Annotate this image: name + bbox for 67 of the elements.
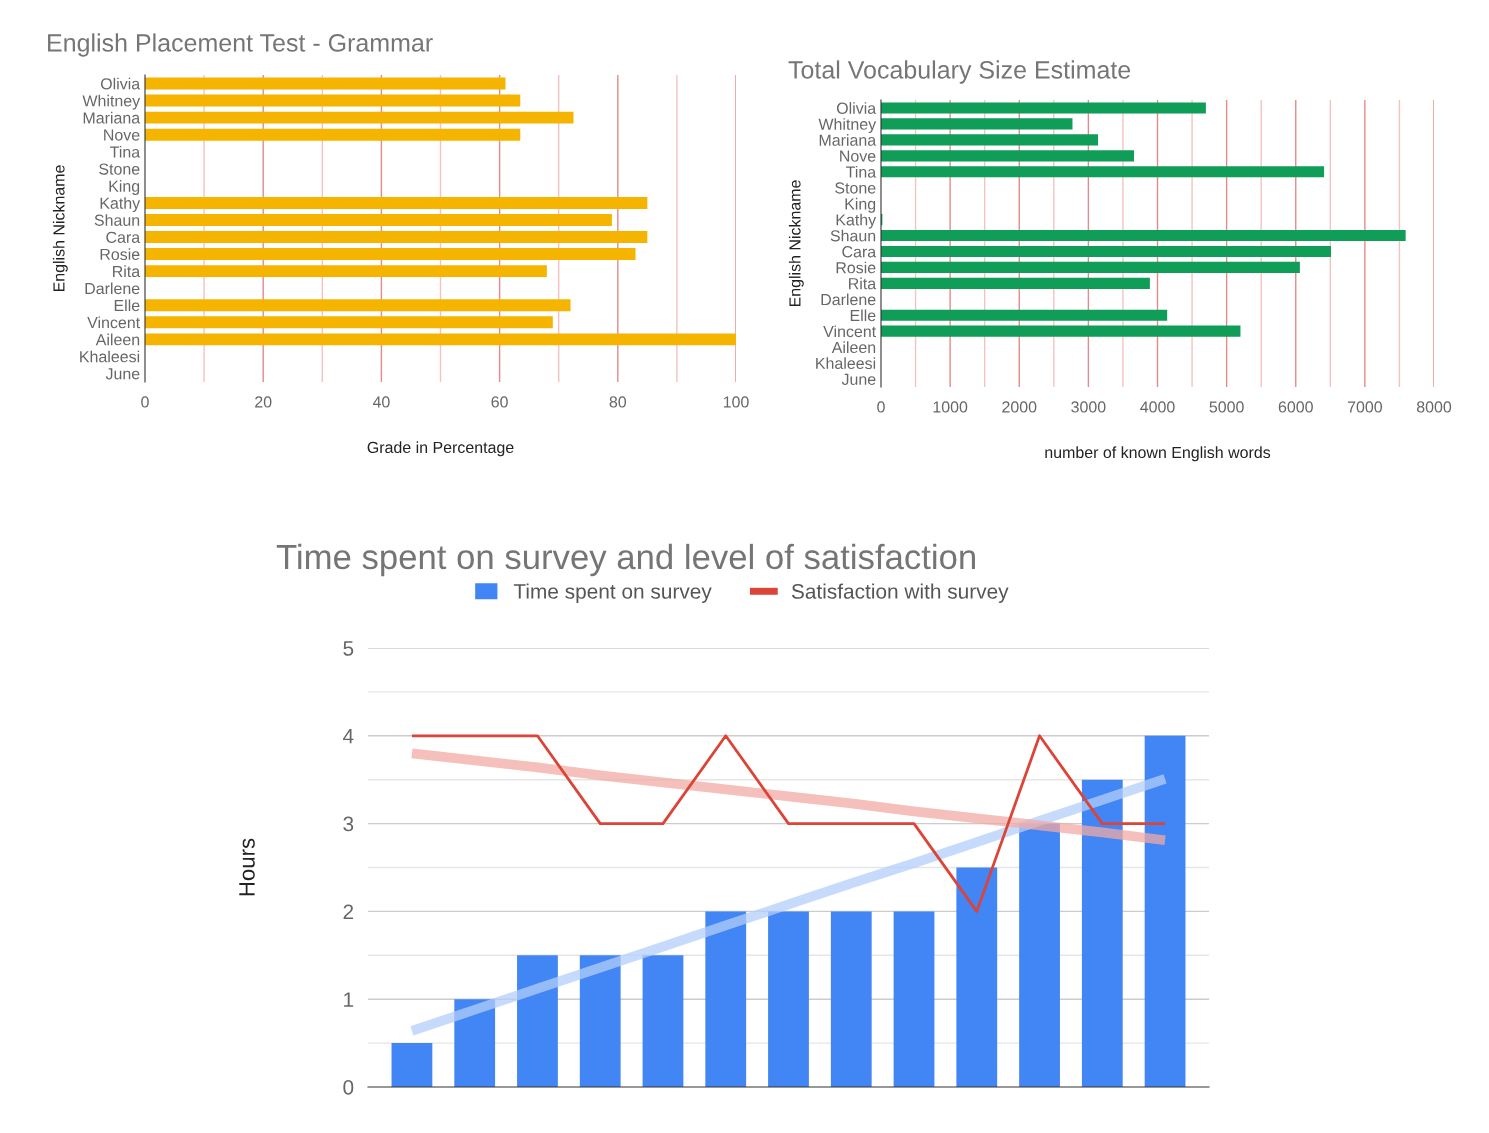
x-tick-label: 6000 <box>1278 401 1313 413</box>
x-tick-label: 60 <box>491 396 508 408</box>
chart-title: Total Vocabulary Size Estimate <box>788 60 1131 84</box>
y-axis-title: English Nickname <box>52 165 68 292</box>
y-tick-label: Rosie <box>100 248 140 261</box>
legend-label: Satisfaction with survey <box>791 583 1009 603</box>
x-tick-label: 80 <box>609 396 627 408</box>
y-tick-label: 1 <box>344 992 354 1007</box>
y-tick-label: Khaleesi <box>816 357 876 370</box>
x-axis-title: number of known English words <box>1045 446 1271 462</box>
y-tick-label: Vincent <box>87 316 141 329</box>
x-tick-label: 8000 <box>1416 401 1452 413</box>
y-tick-label: Darlene <box>821 293 876 306</box>
y-tick-label: 3 <box>343 816 354 832</box>
x-tick-label: 4000 <box>1140 401 1175 413</box>
y-tick-label: Tina <box>846 165 877 178</box>
y-axis-title: Hours <box>239 838 255 896</box>
legend-label: Time spent on survey <box>513 583 712 603</box>
y-tick-label: June <box>105 368 140 380</box>
y-tick-label: Aileen <box>831 341 876 354</box>
x-tick-label: 2000 <box>1002 401 1037 413</box>
chart-title: Time spent on survey and level of satisfaction <box>276 543 975 577</box>
y-tick-label: Nove <box>104 129 140 141</box>
x-axis-title: Grade in Percentage <box>367 441 514 457</box>
y-tick-label: Mariana <box>83 111 141 124</box>
x-tick-label: 20 <box>255 396 272 408</box>
y-tick-label: Olivia <box>100 77 141 90</box>
x-tick-label: 0 <box>141 396 149 408</box>
y-tick-label: Olivia <box>836 102 877 114</box>
y-tick-label: 2 <box>343 904 354 919</box>
x-tick-label: 0 <box>877 401 885 413</box>
x-tick-label: 5000 <box>1209 401 1244 413</box>
x-tick-label: 40 <box>372 396 390 408</box>
y-tick-label: Shaun <box>94 214 140 226</box>
y-tick-label: Stone <box>835 182 876 194</box>
y-tick-label: Mariana <box>819 134 877 146</box>
y-tick-label: King <box>845 197 876 213</box>
y-tick-label: Elle <box>850 309 876 322</box>
y-tick-label: Khaleesi <box>80 350 140 363</box>
y-tick-label: 5 <box>343 641 354 656</box>
y-tick-label: Nove <box>840 150 876 162</box>
y-tick-label: Whitney <box>82 94 141 110</box>
x-tick-label: 100 <box>723 396 749 408</box>
y-axis-title: English Nickname <box>788 180 804 307</box>
y-tick-label: Aileen <box>95 333 140 346</box>
x-tick-label: 3000 <box>1071 401 1106 413</box>
y-tick-label: Rita <box>113 265 141 278</box>
x-tick-label: 1000 <box>933 401 968 413</box>
y-tick-label: Cara <box>842 246 877 258</box>
y-tick-label: Vincent <box>823 325 877 338</box>
y-tick-label: Shaun <box>830 229 876 242</box>
x-tick-label: 7000 <box>1347 401 1383 413</box>
chart-title: English Placement Test - Grammar <box>48 33 433 57</box>
y-tick-label: Tina <box>110 145 141 158</box>
y-tick-label: Whitney <box>818 118 877 134</box>
y-tick-label: 4 <box>343 729 354 744</box>
y-tick-label: Rita <box>849 277 877 290</box>
y-tick-label: Elle <box>114 299 140 312</box>
y-tick-label: Stone <box>99 163 140 175</box>
y-tick-label: Kathy <box>100 197 141 213</box>
y-tick-label: Rosie <box>836 261 876 274</box>
y-tick-label: 0 <box>343 1080 354 1095</box>
y-tick-label: Darlene <box>85 282 140 295</box>
y-tick-label: June <box>841 373 876 385</box>
y-tick-label: Cara <box>106 231 141 243</box>
y-tick-label: Kathy <box>836 213 877 229</box>
y-tick-label: King <box>109 180 140 195</box>
